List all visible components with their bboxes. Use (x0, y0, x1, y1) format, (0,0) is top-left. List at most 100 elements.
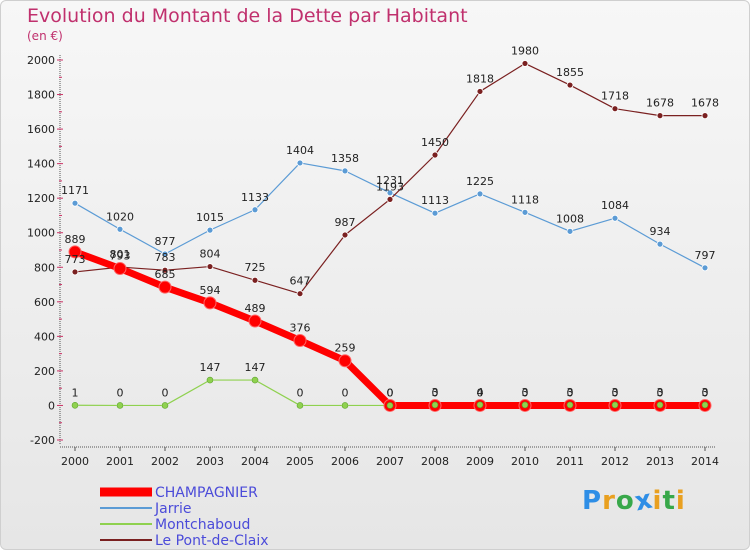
data-label: 1358 (331, 152, 359, 165)
data-point (116, 225, 124, 233)
data-label: 0 (702, 386, 709, 399)
data-label: 1015 (196, 211, 224, 224)
data-label: 0 (387, 386, 394, 399)
data-label: 1084 (601, 199, 629, 212)
data-label: 1818 (466, 72, 494, 85)
logo-letter: o (615, 486, 635, 516)
y-tick-label: 0 (48, 399, 55, 412)
x-tick-label: 2013 (646, 455, 674, 468)
x-tick-label: 2012 (601, 455, 629, 468)
data-point (206, 226, 214, 234)
data-point (431, 209, 439, 217)
data-point (611, 105, 619, 113)
chart-subtitle: (en €) (27, 29, 63, 43)
data-label: 1118 (511, 193, 539, 206)
data-label: 594 (200, 284, 221, 297)
data-point (566, 81, 574, 89)
data-point (701, 112, 709, 120)
data-label: 1404 (286, 144, 314, 157)
data-point (521, 208, 529, 216)
y-tick-label: 2000 (27, 54, 55, 67)
data-label: 3 (657, 386, 664, 399)
proxiti-logo: Proxiti (582, 484, 686, 517)
data-point (251, 206, 259, 214)
data-label: 259 (335, 342, 356, 355)
x-tick-label: 2004 (241, 455, 269, 468)
data-label: 1133 (241, 191, 269, 204)
legend-label: Jarrie (154, 501, 191, 517)
data-point (476, 401, 484, 409)
data-point (161, 250, 169, 258)
data-label: 147 (245, 361, 266, 374)
data-point (251, 276, 259, 284)
data-label: 1193 (376, 180, 404, 193)
logo-letter: P (582, 486, 603, 516)
data-point (116, 402, 124, 409)
data-label: 3 (612, 386, 619, 399)
data-point (251, 376, 259, 384)
x-tick-label: 2006 (331, 455, 359, 468)
data-point (203, 296, 217, 310)
data-point (161, 266, 169, 274)
data-label: 0 (657, 386, 664, 399)
x-tick-label: 2009 (466, 455, 494, 468)
data-label: 1008 (556, 212, 584, 225)
data-label: 0 (432, 386, 439, 399)
data-label: 3 (702, 386, 709, 399)
series-montchaboud-markers (71, 376, 709, 409)
legend-label: Le Pont-de-Claix (155, 533, 269, 549)
data-label: 4 (477, 386, 484, 399)
data-point (338, 354, 352, 368)
x-tick-label: 2001 (106, 455, 134, 468)
data-point (161, 402, 169, 409)
series-jarrie (71, 159, 709, 272)
y-tick-label: 400 (34, 330, 55, 343)
x-tick-label: 2007 (376, 455, 404, 468)
series-layer (68, 60, 712, 412)
data-point (296, 290, 304, 298)
data-point (656, 401, 664, 409)
data-point (113, 261, 127, 275)
data-point (611, 214, 619, 222)
data-point (296, 159, 304, 167)
data-labels: 1171 1020 877 1015 1133 1404 1358 1231 1113 1225 1… (61, 44, 719, 399)
data-point (431, 151, 439, 159)
chart-title: Evolution du Montant de la Dette par Hab… (27, 5, 468, 27)
data-label: 934 (650, 225, 671, 238)
data-label: 877 (155, 235, 176, 248)
data-label: 801 (110, 248, 131, 261)
data-label: 0 (567, 386, 574, 399)
y-tick-label: 800 (34, 261, 55, 274)
x-tick-label: 2000 (61, 455, 89, 468)
data-point (476, 88, 484, 95)
data-label: 1678 (646, 97, 674, 110)
data-point (296, 402, 304, 409)
data-label: 1855 (556, 66, 584, 79)
data-point (293, 334, 307, 348)
data-point (701, 401, 709, 409)
data-point (611, 401, 619, 409)
data-label: 0 (342, 386, 349, 399)
data-point (431, 401, 439, 409)
data-point (656, 240, 664, 248)
data-point (71, 199, 79, 207)
legend-label: CHAMPAGNIER (155, 485, 258, 501)
data-label: 1113 (421, 194, 449, 207)
data-point (386, 195, 394, 203)
data-point (476, 190, 484, 198)
y-tick-label: 200 (34, 365, 55, 378)
y-tick-label: 1400 (27, 158, 55, 171)
data-point (206, 263, 214, 270)
data-point (521, 60, 529, 67)
data-label: 783 (155, 251, 176, 264)
data-point (341, 231, 349, 239)
data-label: 1231 (376, 174, 404, 187)
data-point (701, 264, 709, 272)
data-label: 1980 (511, 44, 539, 57)
y-tick-label: 1200 (27, 192, 55, 205)
logo-letter: t (662, 486, 676, 516)
data-label: 804 (200, 248, 221, 261)
